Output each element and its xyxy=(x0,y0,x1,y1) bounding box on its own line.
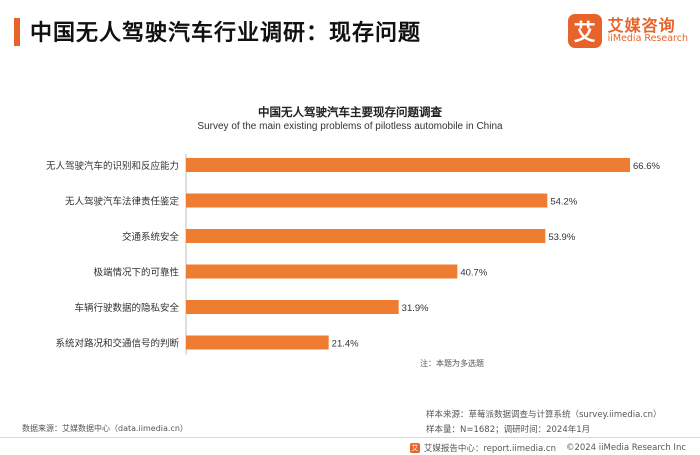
chart-subtitle: Survey of the main existing problems of … xyxy=(197,121,503,132)
bar xyxy=(186,300,399,314)
data-source: 数据来源：艾媒数据中心（data.iimedia.cn） xyxy=(22,424,188,433)
bar xyxy=(186,193,548,208)
value-label: 31.9% xyxy=(402,303,429,314)
category-label: 无人驾驶汽车的识别和反应能力 xyxy=(46,160,179,172)
brand-text: 艾媒咨询 iiMedia Research xyxy=(607,15,688,45)
footer-divider xyxy=(0,437,700,438)
bar xyxy=(186,264,458,279)
category-label: 系统对路况和交通信号的判断 xyxy=(55,338,179,350)
category-label: 车辆行驶数据的隐私安全 xyxy=(74,302,179,314)
category-label: 无人驾驶汽车法律责任鉴定 xyxy=(65,196,180,208)
sample-source: 样本来源：草莓派数据调查与计算系统（survey.iimedia.cn） xyxy=(426,410,662,420)
chart-title: 中国无人驾驶汽车主要现存问题调查 xyxy=(258,105,442,119)
sample-size: 样本量：N=1682；调研时间：2024年1月 xyxy=(426,425,591,435)
page-title: 中国无人驾驶汽车行业调研：现存问题 xyxy=(30,21,422,46)
title-accent-bar xyxy=(14,18,20,46)
brand-logo: 艾 艾媒咨询 iiMedia Research xyxy=(567,14,688,48)
value-label: 66.6% xyxy=(633,161,660,172)
category-label: 交通系统安全 xyxy=(122,231,180,243)
chart-note: 注：本题为多选题 xyxy=(420,359,484,368)
copyright: ©2024 iiMedia Research Inc xyxy=(565,443,686,453)
brand-logo-icon: 艾 xyxy=(567,14,602,48)
footer: 艾 艾媒报告中心：report.iimedia.cn ©2024 iiMedia… xyxy=(409,442,686,454)
report-center-icon: 艾 xyxy=(409,443,420,453)
brand-name-cn: 艾媒咨询 xyxy=(607,15,676,35)
bar-chart: 无人驾驶汽车的识别和反应能力 66.6% 无人驾驶汽车法律责任鉴定 54.2% 交通系统… xyxy=(46,154,660,355)
value-label: 53.9% xyxy=(548,232,575,243)
bar xyxy=(186,229,546,243)
report-center-link[interactable]: 艾媒报告中心：report.iimedia.cn xyxy=(423,444,556,454)
brand-name-en: iiMedia Research xyxy=(607,33,688,45)
bar xyxy=(186,335,329,350)
value-label: 54.2% xyxy=(550,197,577,208)
value-label: 40.7% xyxy=(460,268,487,279)
value-label: 21.4% xyxy=(332,339,359,350)
category-label: 极端情况下的可靠性 xyxy=(93,267,179,279)
bar xyxy=(186,158,630,172)
